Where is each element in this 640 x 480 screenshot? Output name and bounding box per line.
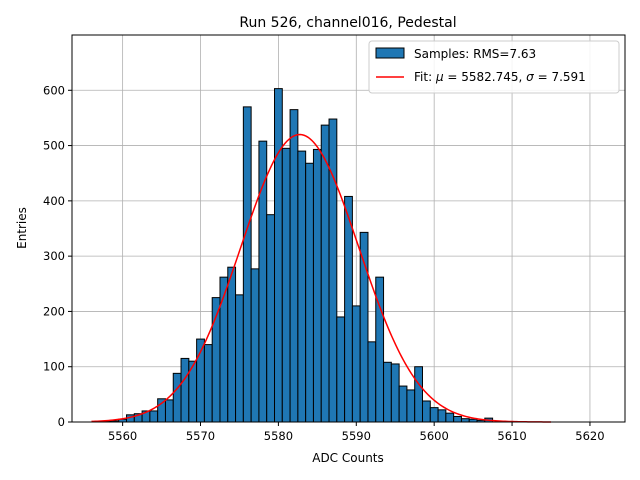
histogram-bar bbox=[336, 316, 346, 423]
histogram-bars bbox=[102, 88, 494, 423]
histogram-bar bbox=[219, 276, 229, 423]
y-tick-label: 200 bbox=[43, 304, 65, 318]
chart-title: Run 526, channel016, Pedestal bbox=[239, 15, 456, 31]
histogram-bar bbox=[242, 106, 252, 423]
histogram-bar bbox=[266, 214, 276, 423]
histogram-bar bbox=[274, 88, 283, 423]
y-tick-label: 400 bbox=[43, 194, 65, 208]
x-tick-label: 5560 bbox=[108, 429, 137, 443]
histogram-bar bbox=[414, 366, 423, 423]
x-axis-label: ADC Counts bbox=[312, 451, 384, 465]
histogram-bar bbox=[453, 415, 462, 423]
histogram-bar bbox=[367, 341, 377, 423]
x-axis-ticks: 5560 5570 5580 5590 5600 5610 5620 bbox=[108, 422, 605, 443]
histogram-bar bbox=[406, 389, 416, 423]
legend-label-samples: Samples: RMS=7.63 bbox=[414, 47, 536, 61]
legend-fit-sigma-value: = 7.591 bbox=[534, 70, 586, 84]
histogram-bar bbox=[227, 266, 237, 423]
histogram-bar bbox=[289, 109, 299, 423]
histogram-bar bbox=[258, 140, 268, 423]
histogram-bar bbox=[421, 400, 431, 423]
histogram-bar bbox=[328, 118, 338, 423]
histogram-bar bbox=[437, 409, 447, 423]
histogram-bar bbox=[445, 412, 455, 423]
x-tick-label: 5600 bbox=[420, 429, 449, 443]
fit-curve bbox=[91, 133, 552, 423]
histogram-bar bbox=[429, 407, 439, 423]
y-tick-label: 500 bbox=[43, 139, 65, 153]
x-tick-label: 5580 bbox=[264, 429, 293, 443]
histogram-bar bbox=[149, 410, 159, 423]
x-tick-label: 5590 bbox=[342, 429, 371, 443]
legend-fit-mu-symbol: μ bbox=[435, 70, 444, 84]
histogram-bar bbox=[203, 344, 213, 423]
legend: Samples: RMS=7.63 Fit: μ = 5582.745, σ =… bbox=[368, 40, 620, 94]
histogram-bar bbox=[172, 372, 182, 423]
x-tick-label: 5620 bbox=[575, 429, 604, 443]
histogram-bar bbox=[383, 361, 392, 423]
histogram-bar bbox=[157, 398, 166, 423]
histogram-bar bbox=[164, 399, 174, 423]
histogram-bar bbox=[351, 305, 361, 423]
histogram-bar bbox=[312, 148, 322, 423]
histogram-bar bbox=[250, 268, 260, 423]
histogram-bar bbox=[344, 195, 353, 423]
y-tick-label: 100 bbox=[43, 360, 65, 374]
histogram-bar bbox=[180, 357, 190, 423]
histogram-bar bbox=[281, 147, 291, 423]
histogram-bar bbox=[320, 124, 330, 423]
legend-fit-prefix: Fit: bbox=[414, 70, 436, 84]
histogram-bar bbox=[297, 150, 307, 423]
x-tick-label: 5610 bbox=[497, 429, 526, 443]
legend-label-fit: Fit: μ = 5582.745, σ = 7.591 bbox=[414, 70, 586, 84]
y-axis-label: Entries bbox=[15, 207, 29, 249]
histogram-bar bbox=[398, 385, 408, 423]
y-axis-ticks: 0 100 200 300 400 500 600 bbox=[43, 83, 72, 429]
legend-box bbox=[368, 40, 620, 94]
histogram-bar bbox=[390, 363, 400, 423]
y-tick-label: 0 bbox=[58, 415, 65, 429]
legend-fit-sigma-symbol: σ bbox=[526, 70, 534, 84]
y-tick-label: 600 bbox=[43, 83, 65, 97]
x-tick-label: 5570 bbox=[186, 429, 215, 443]
y-tick-label: 300 bbox=[43, 249, 65, 263]
histogram-bar bbox=[305, 162, 314, 423]
legend-fit-mu-value: = 5582.745, bbox=[444, 70, 527, 84]
legend-patch-samples bbox=[375, 47, 405, 59]
plot-frame bbox=[71, 34, 626, 423]
histogram-bar bbox=[235, 294, 244, 423]
